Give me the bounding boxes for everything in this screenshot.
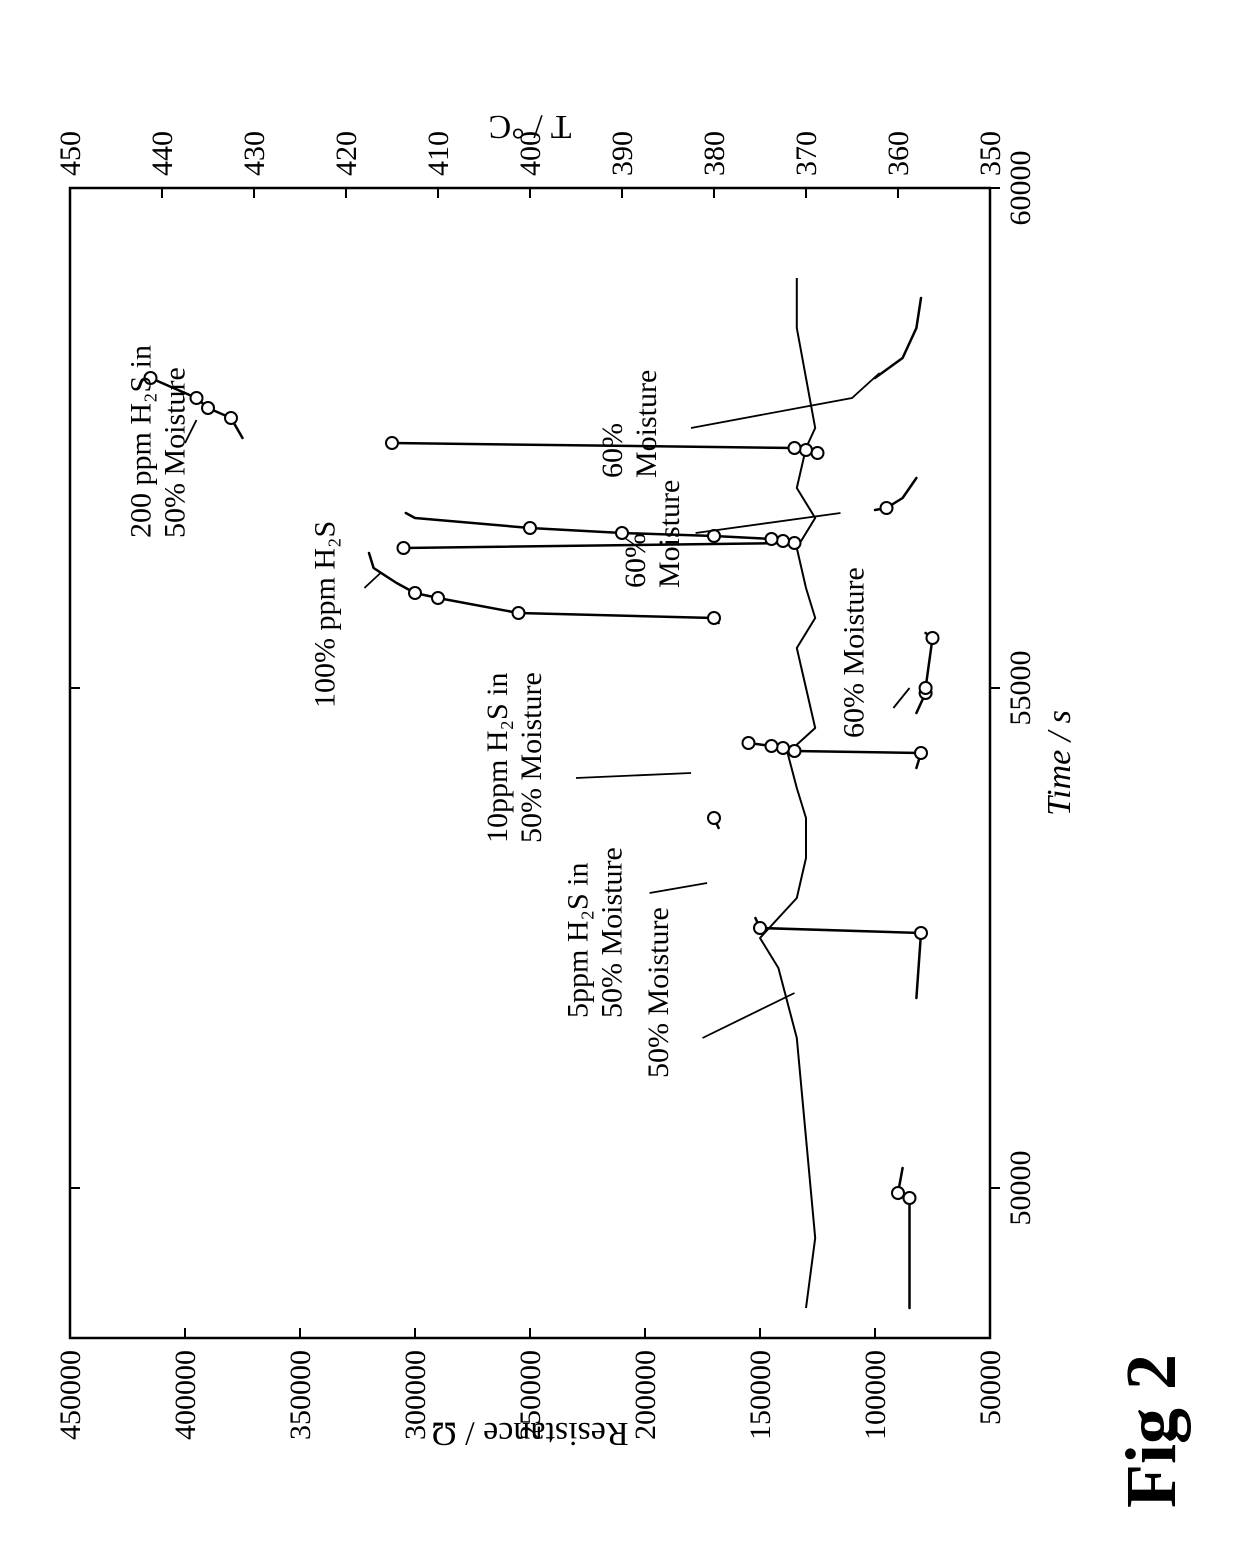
svg-text:50% Moisture: 50% Moisture bbox=[642, 907, 675, 1078]
svg-text:10ppm H₂S in: 10ppm H₂S in bbox=[481, 673, 514, 843]
svg-text:300000: 300000 bbox=[399, 1350, 432, 1440]
svg-text:50000: 50000 bbox=[1004, 1151, 1037, 1226]
svg-text:55000: 55000 bbox=[1004, 651, 1037, 726]
svg-text:450: 450 bbox=[54, 131, 87, 176]
svg-text:T / °C: T / °C bbox=[489, 108, 572, 145]
svg-text:370: 370 bbox=[790, 131, 823, 176]
svg-text:390: 390 bbox=[606, 131, 639, 176]
svg-text:440: 440 bbox=[146, 131, 179, 176]
svg-text:50% Moisture: 50% Moisture bbox=[596, 847, 629, 1018]
svg-text:50% Moisture: 50% Moisture bbox=[159, 367, 192, 538]
svg-text:5ppm H₂S in: 5ppm H₂S in bbox=[562, 863, 595, 1018]
svg-text:410: 410 bbox=[422, 131, 455, 176]
svg-text:200 ppm H₂S in: 200 ppm H₂S in bbox=[125, 345, 158, 538]
svg-text:Time / s: Time / s bbox=[1041, 710, 1078, 816]
svg-text:400000: 400000 bbox=[169, 1350, 202, 1440]
svg-text:430: 430 bbox=[238, 131, 271, 176]
svg-text:Moisture: Moisture bbox=[630, 370, 663, 478]
svg-text:100000: 100000 bbox=[859, 1350, 892, 1440]
svg-text:60%: 60% bbox=[596, 423, 629, 478]
svg-text:Moisture: Moisture bbox=[653, 480, 686, 588]
svg-text:50000: 50000 bbox=[974, 1350, 1007, 1425]
svg-text:350: 350 bbox=[974, 131, 1007, 176]
svg-text:380: 380 bbox=[698, 131, 731, 176]
svg-text:60000: 60000 bbox=[1004, 151, 1037, 226]
svg-text:150000: 150000 bbox=[744, 1350, 777, 1440]
svg-text:60% Moisture: 60% Moisture bbox=[838, 567, 871, 738]
svg-text:350000: 350000 bbox=[284, 1350, 317, 1440]
svg-text:450000: 450000 bbox=[54, 1350, 87, 1440]
svg-text:420: 420 bbox=[330, 131, 363, 176]
svg-text:Resistance / Ω: Resistance / Ω bbox=[431, 1415, 628, 1448]
resistance-time-chart: 5000055000600005000010000015000020000025… bbox=[40, 98, 1100, 1448]
figure-label: Fig 2 bbox=[1110, 1354, 1193, 1508]
svg-text:200000: 200000 bbox=[629, 1350, 662, 1440]
svg-text:360: 360 bbox=[882, 131, 915, 176]
svg-text:100% ppm H₂S: 100% ppm H₂S bbox=[309, 521, 342, 708]
chart-area: 5000055000600005000010000015000020000025… bbox=[40, 98, 1100, 1448]
svg-text:60%: 60% bbox=[619, 533, 652, 588]
svg-text:50% Moisture: 50% Moisture bbox=[515, 672, 548, 843]
